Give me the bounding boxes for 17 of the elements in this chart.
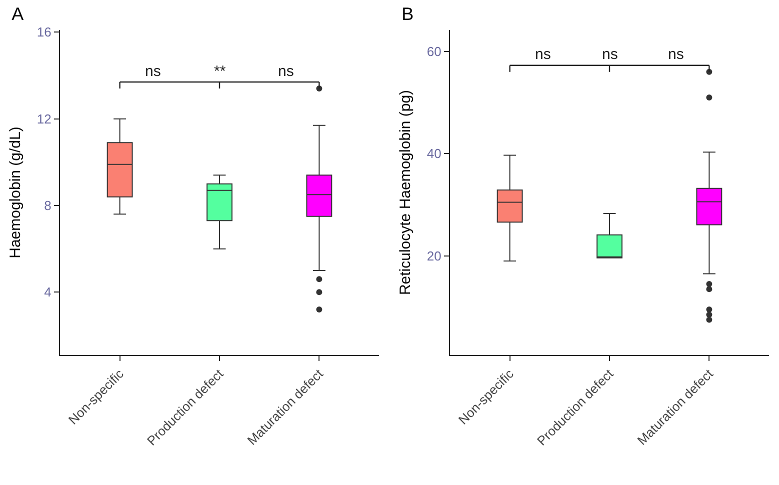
y-tick-label: 12 xyxy=(36,111,52,126)
y-tick-label: 40 xyxy=(426,146,442,162)
y-tick-label: 20 xyxy=(426,248,442,264)
chart-title: A xyxy=(12,4,24,24)
chart-title: B xyxy=(402,4,414,24)
annotation: ns xyxy=(145,63,161,80)
y-tick-label: 16 xyxy=(36,24,52,40)
y-axis-title: Reticulocyte Haemoglobin (pg) xyxy=(397,90,414,296)
y-axis-title: Haemoglobin (g/dL) xyxy=(7,126,24,258)
y-tick-label: 4 xyxy=(44,284,52,300)
y-tick-label: 8 xyxy=(44,198,52,214)
annotation: ns xyxy=(278,63,294,80)
annotation: ** xyxy=(214,63,226,80)
annotation: ns xyxy=(668,46,684,63)
y-tick-label: 60 xyxy=(426,44,442,60)
annotation: ns xyxy=(602,46,618,63)
annotation: ns xyxy=(535,46,551,63)
